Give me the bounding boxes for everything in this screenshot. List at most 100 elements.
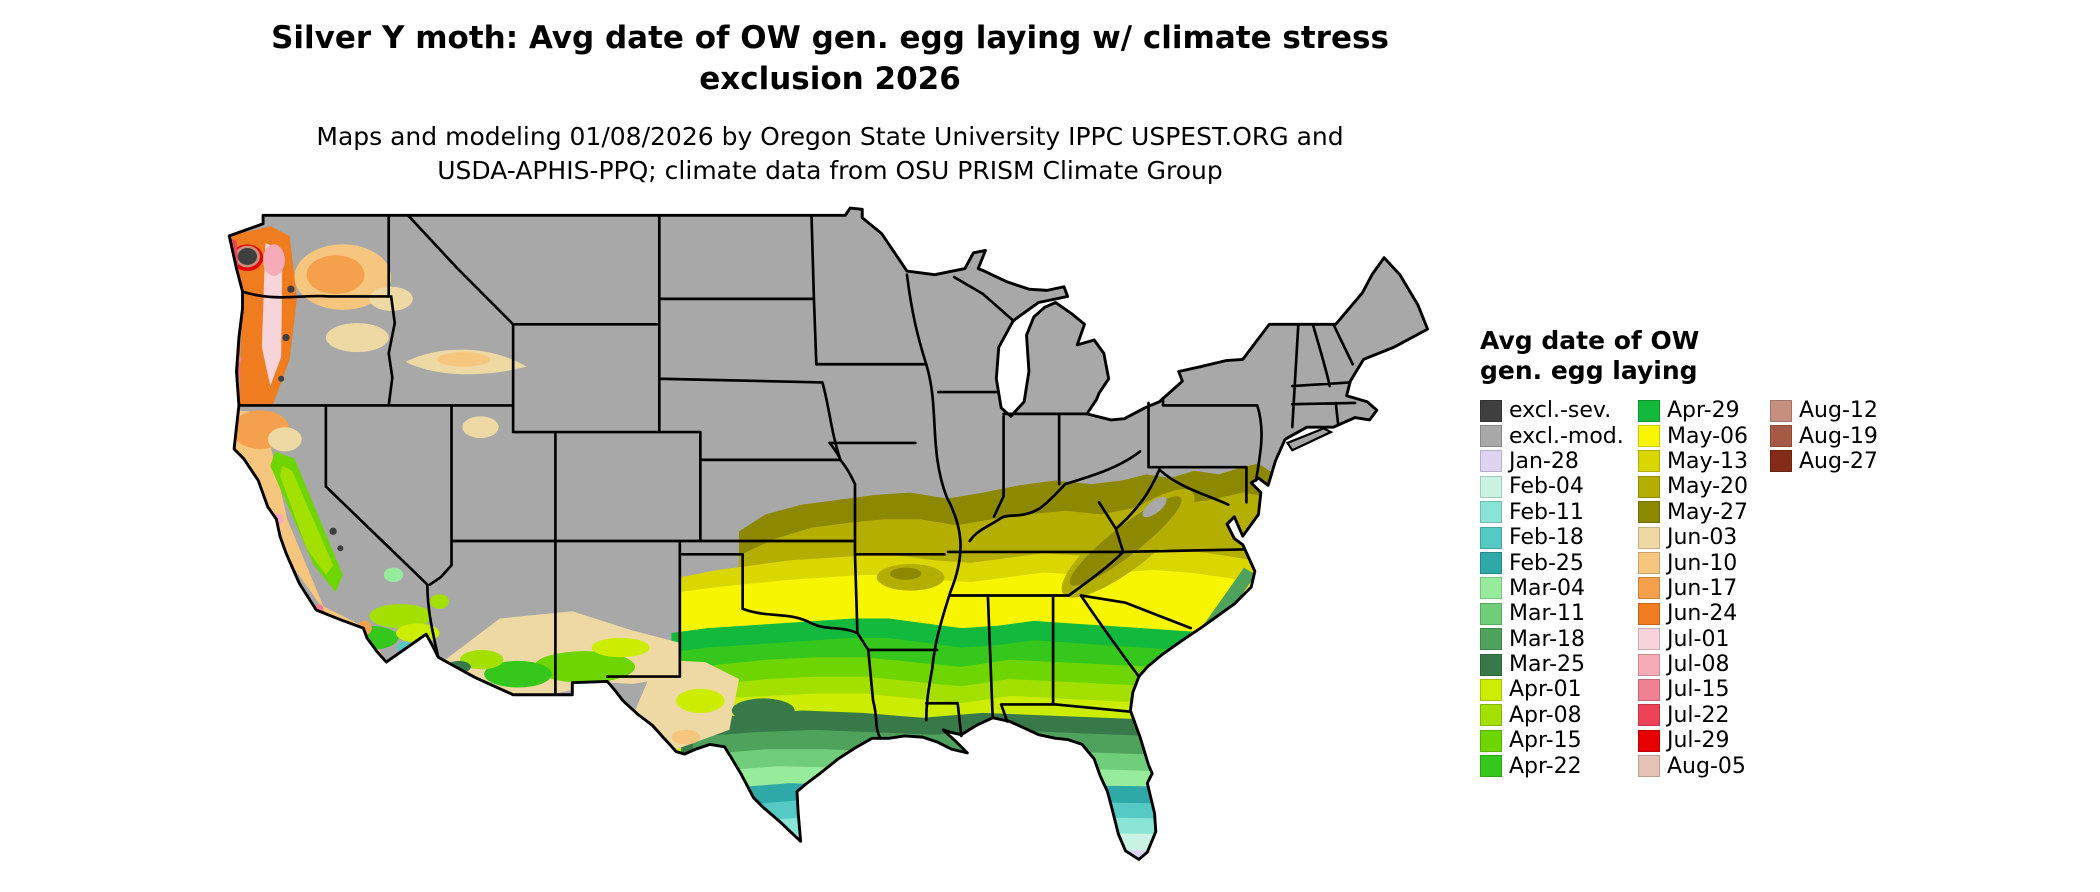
us-conus-map [222, 202, 1430, 880]
legend-entry: Feb-18 [1480, 525, 1638, 550]
legend-label: Mar-18 [1509, 626, 1586, 652]
legend-swatch [1480, 475, 1502, 498]
legend-label: May-20 [1667, 474, 1749, 500]
legend-entry: Mar-25 [1480, 652, 1638, 677]
legend-entry: Feb-04 [1480, 474, 1638, 499]
legend-entry: Jun-17 [1638, 576, 1770, 601]
legend-entry: Jul-22 [1638, 703, 1770, 728]
legend-swatch [1480, 678, 1502, 701]
legend-label: Mar-11 [1509, 601, 1586, 627]
legend-label: Jun-10 [1667, 550, 1738, 576]
legend-entry: Feb-11 [1480, 500, 1638, 525]
legend-label: Apr-08 [1509, 702, 1582, 728]
page-subtitle-line1: Maps and modeling 01/08/2026 by Oregon S… [316, 122, 1344, 151]
map-patch-sierra-dot-2 [337, 545, 344, 552]
legend-swatch [1638, 577, 1660, 600]
legend-title: Avg date of OW gen. egg laying [1480, 326, 2100, 386]
legend-entry: May-27 [1638, 500, 1770, 525]
map-band-feb-11 [753, 817, 1428, 860]
map-patch-cascade-dot-3 [278, 375, 285, 382]
legend-swatch [1480, 653, 1502, 676]
legend-swatch [1480, 704, 1502, 727]
us-conus-map-svg [227, 206, 1430, 861]
legend-label: Feb-04 [1509, 474, 1584, 500]
legend-label: Jul-15 [1667, 677, 1730, 703]
legend-swatch [1638, 526, 1660, 549]
legend-swatch [1770, 399, 1792, 422]
legend-label: May-27 [1667, 499, 1749, 525]
map-band-feb-25 [729, 783, 1428, 860]
map-patch-se-arizona [484, 660, 552, 688]
legend-swatch [1638, 399, 1660, 422]
page-subtitle: Maps and modeling 01/08/2026 by Oregon S… [0, 120, 1660, 188]
legend-column: Aug-12 Aug-19 Aug-27 [1770, 398, 1910, 779]
map-patch-coast-dot-2 [233, 320, 240, 327]
legend-swatch [1480, 577, 1502, 600]
legend-swatch [1480, 729, 1502, 752]
legend-entry: Jul-15 [1638, 677, 1770, 702]
legend-label: Jul-29 [1667, 728, 1730, 754]
legend-label: Jul-01 [1667, 626, 1730, 652]
legend-label: Mar-04 [1509, 575, 1586, 601]
legend-label: Jun-03 [1667, 525, 1738, 551]
legend-column: Apr-29 May-06 May-13 May-20 May-27 Jun-03 Jun-… [1638, 398, 1770, 779]
legend-label: Aug-27 [1799, 448, 1878, 474]
legend-label: Aug-19 [1799, 423, 1878, 449]
legend-swatch [1480, 399, 1502, 422]
page-title-line1: Silver Y moth: Avg date of OW gen. egg l… [271, 20, 1389, 56]
legend-swatch [1638, 653, 1660, 676]
legend-swatch [1638, 729, 1660, 752]
legend-label: excl.-mod. [1509, 423, 1624, 449]
legend-label: Feb-25 [1509, 550, 1584, 576]
legend-label: Aug-12 [1799, 398, 1878, 424]
legend-entry: May-20 [1638, 474, 1770, 499]
legend-entry: Apr-29 [1638, 398, 1770, 423]
map-patch-rio-grande-valley [533, 651, 636, 683]
map-band-feb-04 [765, 832, 1428, 860]
legend-label: Jun-24 [1667, 601, 1738, 627]
map-patch-olympic-core [237, 248, 258, 265]
map-patch-willamette-puget [261, 243, 283, 387]
map-band-jan-28 [777, 849, 1428, 860]
map-patch-cascade-dot-1 [287, 285, 295, 293]
map-patch-salt-lake [462, 416, 499, 439]
map-patch-norcal-inland [267, 427, 302, 452]
map-long-island [1285, 427, 1334, 452]
legend-title-line1: Avg date of OW [1480, 326, 1700, 355]
legend-swatch [1638, 450, 1660, 473]
legend-entry: Jul-29 [1638, 728, 1770, 753]
legend-entry: Jul-08 [1638, 652, 1770, 677]
legend-entry: Apr-08 [1480, 703, 1638, 728]
legend-label: Jul-08 [1667, 652, 1730, 678]
legend-entry: May-06 [1638, 423, 1770, 449]
legend-swatch [1638, 552, 1660, 575]
page-subtitle-line2: USDA-APHIS-PPQ; climate data from OSU PR… [437, 156, 1223, 185]
legend-entry: Aug-05 [1638, 753, 1770, 779]
legend-entry: Jun-24 [1638, 601, 1770, 626]
map-patch-pecos-valley [676, 688, 725, 713]
map-patch-vegas [429, 594, 450, 609]
map-patch-az-desert [459, 649, 504, 670]
legend-title-line2: gen. egg laying [1480, 356, 1698, 385]
map-patch-mojave [369, 603, 433, 629]
legend-swatch [1480, 628, 1502, 651]
legend-entry: Apr-15 [1480, 728, 1638, 753]
legend-label: excl.-sev. [1509, 398, 1612, 424]
map-patch-appalachia [1069, 496, 1182, 586]
legend-entry: May-13 [1638, 449, 1770, 474]
map-state-borders [237, 213, 1357, 740]
map-band-mar-04 [717, 766, 1428, 860]
legend-entry: Jun-10 [1638, 550, 1770, 576]
map-band-feb-18 [741, 800, 1428, 860]
legend-label: Apr-01 [1509, 677, 1582, 703]
legend-entry: Feb-25 [1480, 550, 1638, 576]
legend-swatch [1638, 755, 1660, 778]
map-patch-puget-lowland [263, 244, 285, 276]
legend-entry: Mar-11 [1480, 601, 1638, 626]
page-title: Silver Y moth: Avg date of OW gen. egg l… [0, 18, 1660, 100]
legend-label: Jun-17 [1667, 575, 1738, 601]
legend-swatch [1480, 526, 1502, 549]
map-patch-snake-plain-core [437, 352, 491, 367]
legend-label: May-06 [1667, 423, 1749, 449]
